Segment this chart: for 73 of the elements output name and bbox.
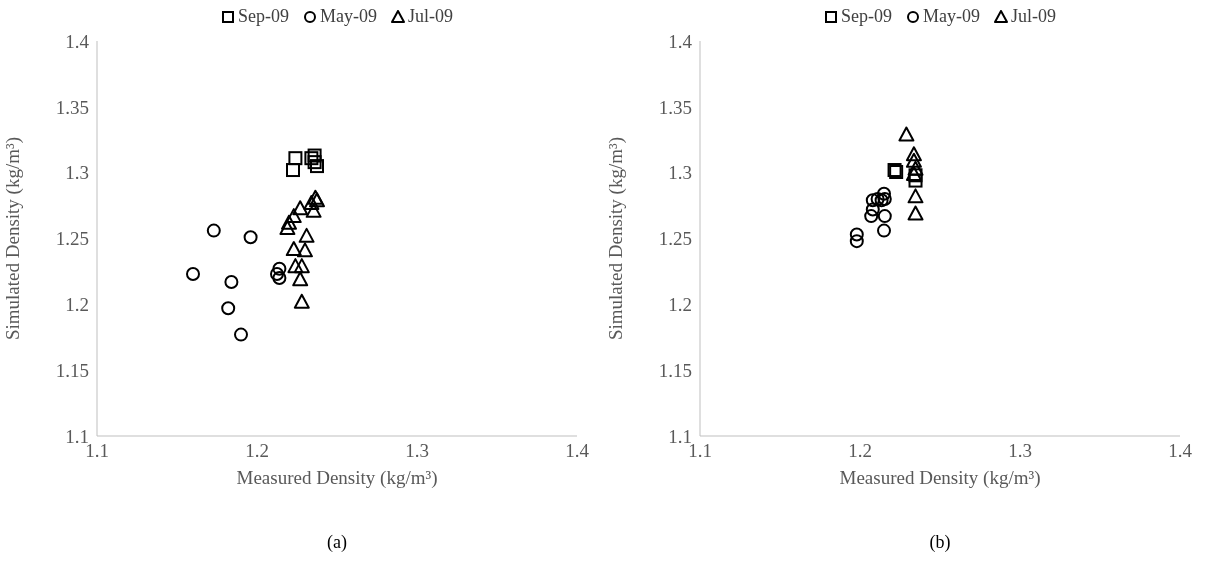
y-axis-title: Simulated Density (kg/m³) <box>1 136 24 341</box>
y-tick-label: 1.1 <box>668 425 692 447</box>
point <box>870 192 885 206</box>
point <box>303 194 320 210</box>
legend-label: Jul-09 <box>1011 6 1056 27</box>
point <box>272 261 287 276</box>
point <box>292 200 309 216</box>
legend-label: Sep-09 <box>841 6 892 27</box>
point <box>206 223 221 238</box>
point <box>234 327 248 342</box>
point <box>224 274 239 289</box>
y-tick-label: 1.25 <box>55 228 89 250</box>
point <box>849 234 864 249</box>
point <box>221 301 236 316</box>
x-tick-label: 1.2 <box>245 440 269 462</box>
point <box>293 258 310 274</box>
point <box>905 152 922 168</box>
legend-label: May-09 <box>923 6 980 27</box>
point <box>293 293 310 309</box>
point <box>877 223 891 238</box>
x-tick-label: 1.4 <box>1168 440 1193 462</box>
point <box>907 160 924 176</box>
y-tick-label: 1.4 <box>668 30 693 52</box>
y-tick-label: 1.2 <box>668 294 692 316</box>
point <box>186 267 200 282</box>
y-tick-label: 1.3 <box>65 162 89 184</box>
text: (a) <box>326 532 348 553</box>
point <box>270 267 284 282</box>
point <box>272 271 287 285</box>
x-tick-label: 1.3 <box>1008 440 1032 462</box>
x-tick-label: 1.4 <box>565 440 590 462</box>
point <box>285 241 302 257</box>
y-tick-label: 1.35 <box>658 96 692 118</box>
x-tick-label: 1.2 <box>848 440 872 462</box>
point <box>243 230 258 245</box>
x-tick-label: 1.3 <box>405 440 429 462</box>
point <box>877 209 892 224</box>
point <box>286 163 300 178</box>
point <box>865 202 880 217</box>
y-tick-label: 1.4 <box>65 30 90 52</box>
x-axis-title: Measured Density (kg/m³) <box>236 467 438 489</box>
point <box>281 214 297 230</box>
y-tick-label: 1.35 <box>55 96 89 118</box>
point <box>898 126 915 142</box>
point <box>905 146 922 162</box>
point <box>297 242 313 258</box>
point <box>907 205 924 221</box>
point <box>907 188 924 204</box>
y-axis-title: Simulated Density (kg/m³) <box>604 136 627 341</box>
legend-label: Sep-09 <box>238 6 289 27</box>
point <box>287 258 304 274</box>
point <box>849 227 864 242</box>
point <box>298 227 315 243</box>
point <box>285 208 302 224</box>
point <box>307 155 322 170</box>
y-tick-label: 1.15 <box>658 359 692 381</box>
point <box>310 159 324 174</box>
point <box>877 186 891 201</box>
y-tick-label: 1.2 <box>65 294 89 316</box>
point <box>279 219 296 235</box>
point <box>288 151 303 166</box>
y-tick-label: 1.15 <box>55 359 89 381</box>
point <box>865 193 880 208</box>
text: (b) <box>928 532 952 553</box>
y-tick-label: 1.3 <box>668 162 692 184</box>
legend-label: Jul-09 <box>408 6 453 27</box>
point <box>305 202 322 218</box>
point <box>864 209 879 224</box>
y-tick-label: 1.1 <box>65 425 89 447</box>
legend-label: May-09 <box>320 6 377 27</box>
x-axis-title: Measured Density (kg/m³) <box>839 467 1041 489</box>
y-tick-label: 1.25 <box>658 228 692 250</box>
point <box>292 271 309 287</box>
